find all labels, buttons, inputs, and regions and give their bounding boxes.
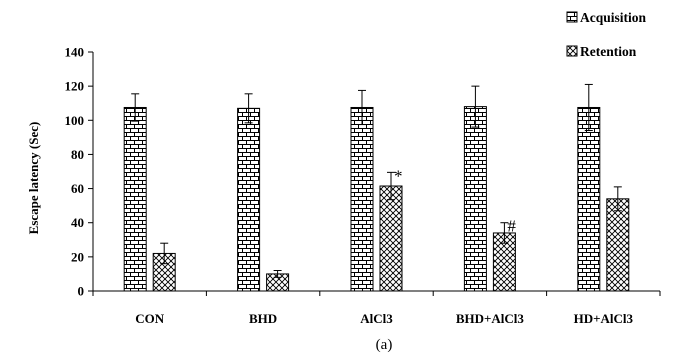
bar-retention-alcl3 (379, 185, 403, 292)
bar-acquisition-bhd (237, 107, 261, 292)
legend-label-acquisition: Acquisition (580, 10, 647, 25)
y-tick-label: 140 (65, 45, 85, 60)
y-tick-label: 120 (65, 79, 85, 94)
x-tick-label: HD+AlCl3 (574, 311, 634, 326)
x-tick-label: BHD+AlCl3 (456, 311, 525, 326)
x-axis: CON BHD AlCl3 BHD+AlCl3 HD+AlCl3 (92, 290, 661, 326)
x-tick-label: BHD (249, 311, 277, 326)
figure-caption: (a) (376, 337, 393, 353)
y-tick-label: 40 (71, 215, 84, 230)
y-tick-label: 60 (71, 181, 84, 196)
bar-acquisition-con (123, 106, 147, 292)
legend-label-retention: Retention (580, 44, 637, 59)
x-tick-label: CON (135, 311, 165, 326)
significance-marker: * (394, 166, 403, 185)
y-tick-label: 20 (71, 249, 84, 264)
y-axis-label: Escape latency (Sec) (26, 122, 41, 235)
bar-acquisition-bhd-alcl3 (463, 106, 487, 292)
y-tick-label: 100 (65, 113, 85, 128)
bar-acquisition-alcl3 (350, 106, 374, 292)
y-axis: 0 20 40 60 80 100 120 140 (65, 45, 94, 299)
bar-acquisition-hd-alcl3 (577, 106, 601, 292)
y-tick-label: 0 (78, 284, 85, 299)
significance-marker: # (507, 217, 516, 236)
bars: *# (123, 83, 630, 292)
x-tick-label: AlCl3 (360, 311, 393, 326)
legend-swatch-acquisition (566, 11, 578, 23)
legend-swatch-retention (566, 45, 578, 57)
bar-retention-hd-alcl3 (606, 198, 630, 292)
y-tick-label: 80 (71, 147, 84, 162)
legend: Acquisition Retention (566, 10, 647, 59)
